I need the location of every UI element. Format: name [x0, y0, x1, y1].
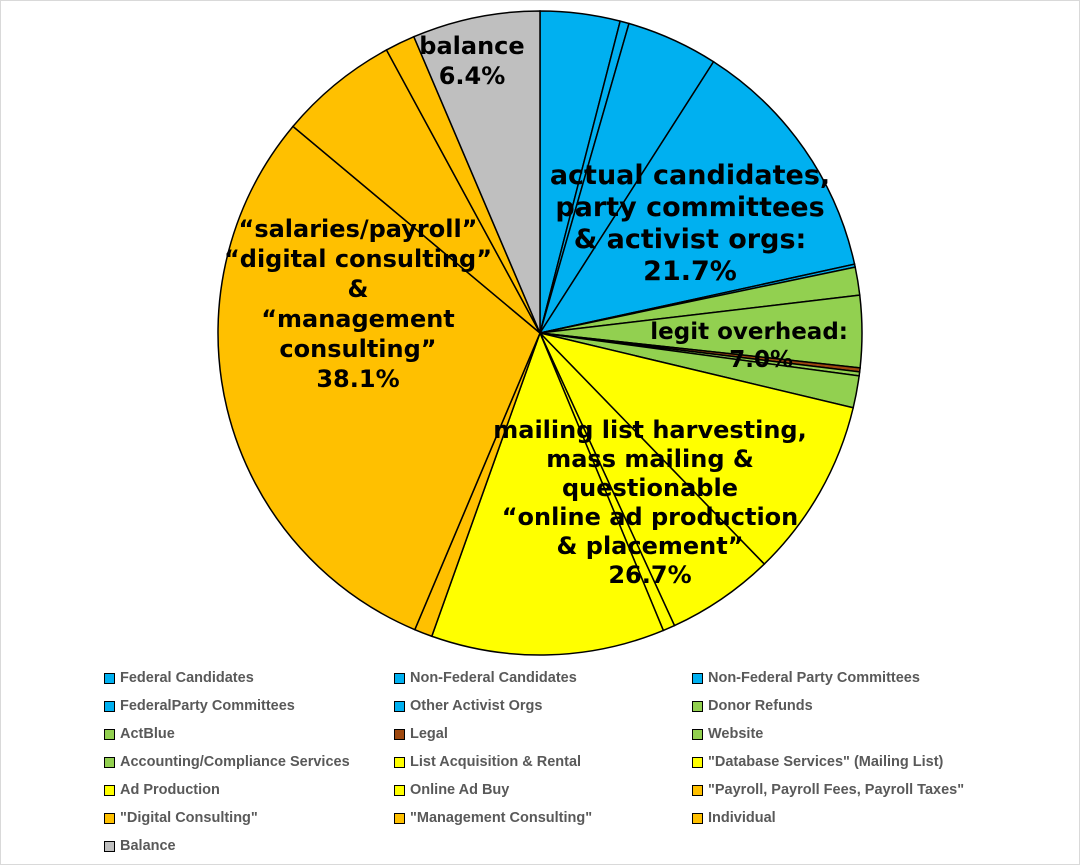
annotation-mailing-line: “online ad production: [502, 503, 799, 531]
legend-label: "Database Services" (Mailing List): [708, 754, 944, 770]
legend-label: Legal: [410, 726, 448, 742]
legend-item: Legal: [394, 724, 692, 744]
legend-swatch: [394, 812, 405, 824]
legend-label: Non-Federal Party Committees: [708, 670, 920, 686]
legend-swatch: [394, 672, 405, 684]
legend-swatch: [104, 756, 115, 768]
legend-label: Donor Refunds: [708, 698, 813, 714]
legend-swatch: [692, 728, 703, 740]
legend-swatch: [104, 840, 115, 852]
legend-label: "Payroll, Payroll Fees, Payroll Taxes": [708, 782, 965, 798]
legend-swatch: [104, 728, 115, 740]
legend-label: Balance: [120, 838, 176, 854]
legend-item: Online Ad Buy: [394, 780, 692, 800]
pie-slice-federalparty-committees: [538, 60, 856, 335]
legend-label: Accounting/Compliance Services: [120, 754, 350, 770]
legend-item: Individual: [692, 808, 992, 828]
legend-item: ActBlue: [104, 724, 394, 744]
annotation-salaries-line: “digital consulting”: [224, 245, 492, 273]
annotation-salaries-line: consulting”: [279, 335, 436, 363]
pie-slice-online-ad-buy: [430, 330, 665, 656]
pie-slice-management-consulting: [291, 48, 541, 334]
legend-label: Federal Candidates: [120, 670, 254, 686]
legend-item: Federal Candidates: [104, 668, 394, 688]
annotation-balance-line: 6.4%: [439, 62, 506, 90]
pie-slice-digital-consulting: [217, 125, 541, 631]
annotation-overhead-line: legit overhead:: [650, 319, 848, 345]
annotation-candidates-line: actual candidates,: [550, 160, 830, 191]
annotation-mailing-line: 26.7%: [608, 561, 691, 589]
legend-item: Accounting/Compliance Services: [104, 752, 394, 772]
legend-label: Non-Federal Candidates: [410, 670, 577, 686]
legend-swatch: [692, 700, 703, 712]
annotation-mailing-line: questionable: [562, 474, 738, 502]
legend-swatch: [394, 784, 405, 796]
legend: Federal Candidates Non-Federal Candidates…: [104, 668, 1004, 856]
legend-swatch: [692, 784, 703, 796]
legend-swatch: [394, 728, 405, 740]
annotation-candidates-line: party committees: [555, 192, 824, 223]
legend-label: FederalParty Committees: [120, 698, 295, 714]
legend-item: Non-Federal Party Committees: [692, 668, 992, 688]
legend-swatch: [104, 700, 115, 712]
legend-item: Website: [692, 724, 992, 744]
legend-label: List Acquisition & Rental: [410, 754, 582, 770]
legend-item: "Payroll, Payroll Fees, Payroll Taxes": [692, 780, 992, 800]
legend-swatch: [104, 672, 115, 684]
legend-item: FederalParty Committees: [104, 696, 394, 716]
legend-label: "Management Consulting": [410, 810, 593, 826]
legend-swatch: [104, 784, 115, 796]
legend-item: "Database Services" (Mailing List): [692, 752, 992, 772]
annotation-salaries-line: “management: [261, 305, 455, 333]
legend-item: Other Activist Orgs: [394, 696, 692, 716]
legend-item: List Acquisition & Rental: [394, 752, 692, 772]
legend-label: Online Ad Buy: [410, 782, 510, 798]
legend-swatch: [394, 700, 405, 712]
annotation-mailing-line: mailing list harvesting,: [493, 416, 806, 444]
pie-slice-balance: [412, 10, 541, 334]
annotation-mailing-line: & placement”: [556, 532, 743, 560]
annotation-candidates-line: & activist orgs:: [574, 224, 807, 255]
legend-label: Ad Production: [120, 782, 220, 798]
legend-item: "Digital Consulting": [104, 808, 394, 828]
legend-item: Non-Federal Candidates: [394, 668, 692, 688]
legend-label: "Digital Consulting": [120, 810, 258, 826]
legend-item: Donor Refunds: [692, 696, 992, 716]
legend-item: "Management Consulting": [394, 808, 692, 828]
legend-item: Ad Production: [104, 780, 394, 800]
legend-swatch: [394, 756, 405, 768]
annotation-salaries-line: “salaries/payroll”: [239, 215, 478, 243]
annotation-salaries-line: 38.1%: [316, 365, 399, 393]
legend-label: ActBlue: [120, 726, 175, 742]
legend-swatch: [692, 672, 703, 684]
legend-item: Balance: [104, 836, 394, 856]
pie-slice-list-acquisition-rental: [537, 331, 855, 566]
annotation-candidates-line: 21.7%: [643, 256, 737, 287]
legend-swatch: [692, 812, 703, 824]
annotation-salaries-line: &: [348, 275, 369, 303]
legend-label: Individual: [708, 810, 776, 826]
legend-label: Other Activist Orgs: [410, 698, 543, 714]
legend-swatch: [104, 812, 115, 824]
annotation-overhead-line: 7.0%: [729, 347, 793, 373]
legend-label: Website: [708, 726, 764, 742]
annotation-mailing-line: mass mailing &: [546, 445, 754, 473]
annotation-balance-line: balance: [419, 32, 524, 60]
legend-swatch: [692, 756, 703, 768]
